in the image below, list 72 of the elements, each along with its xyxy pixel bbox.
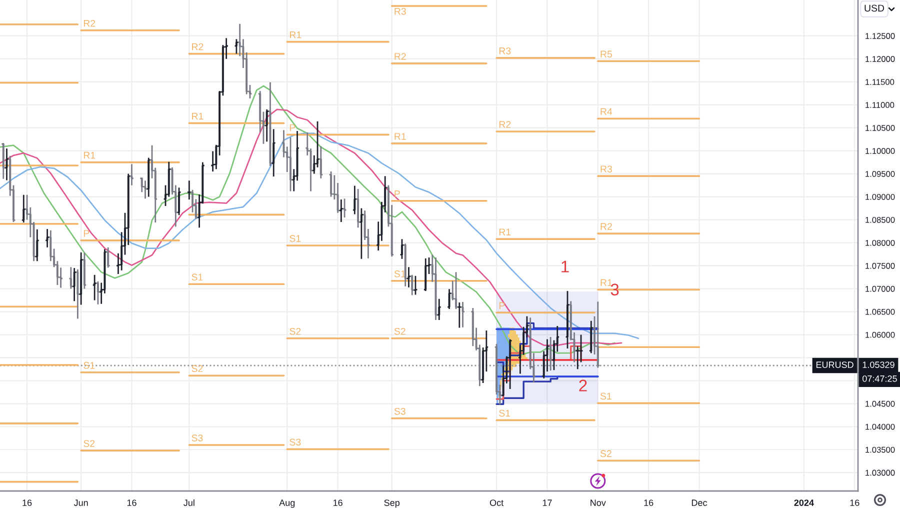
y-tick-label: 1.06000 — [866, 332, 895, 338]
y-tick-label: 1.06500 — [866, 308, 895, 315]
x-tick-label: Dec — [692, 500, 708, 506]
series-label: P — [394, 190, 400, 198]
y-tick-label: 1.03500 — [866, 446, 895, 453]
series-label: S2 — [600, 450, 612, 458]
y-tick-label: 1.04000 — [866, 424, 895, 430]
y-tick-label: 1.11000 — [866, 102, 894, 108]
x-tick-label: 16 — [333, 500, 342, 506]
y-tick-label: 1.08500 — [866, 216, 895, 223]
series-label: S2 — [84, 440, 95, 447]
series-label: S1 — [394, 270, 406, 278]
x-tick-label: 16 — [127, 500, 136, 506]
series-label: R2 — [394, 52, 406, 60]
series-label: R2 — [84, 20, 96, 27]
x-tick-label: 17 — [542, 500, 552, 506]
x-tick-label: Nov — [590, 500, 606, 506]
y-tick-label: 1.12000 — [866, 56, 895, 62]
series-label: S3 — [290, 438, 301, 446]
series-label: R1 — [84, 152, 96, 159]
y-tick-label: 1.07500 — [866, 262, 895, 269]
y-tick-label: 1.12500 — [866, 33, 895, 39]
series-label: R1 — [600, 279, 612, 286]
annotation: EURUSD — [816, 362, 854, 368]
ref-line-label: 1.05329 — [862, 362, 894, 368]
y-tick-label: 1.09000 — [866, 194, 895, 200]
series-label: R3 — [394, 8, 406, 15]
series-label: R1 — [192, 112, 204, 120]
x-tick-label: Sep — [384, 500, 400, 508]
series-label: R4 — [600, 108, 612, 115]
y-tick-label: 1.08000 — [866, 240, 895, 246]
series-label: R1 — [290, 31, 302, 38]
series-label: P — [290, 124, 296, 132]
series-label: R3 — [499, 47, 511, 54]
series-label: R2 — [192, 43, 204, 50]
series-label: S3 — [394, 408, 406, 415]
series-label: P — [84, 230, 90, 237]
series-label: S1 — [290, 235, 301, 242]
series-label: S2 — [394, 328, 406, 335]
annotation: 2 — [579, 380, 587, 392]
series-label: R1 — [499, 228, 511, 236]
series-label: R2 — [499, 121, 511, 128]
y-axis-title: USD — [864, 4, 884, 12]
series-label: S1 — [499, 410, 510, 417]
series-label: S2 — [192, 365, 203, 372]
series-label: P — [499, 302, 505, 309]
y-tick-label: 1.04500 — [866, 400, 895, 407]
y-tick-label: 1.10000 — [866, 148, 895, 154]
y-tick-label: 1.07000 — [866, 286, 895, 292]
text: 07:47:25 — [862, 375, 897, 382]
y-tick-label: 1.10500 — [866, 125, 895, 131]
x-tick-label: 16 — [644, 500, 654, 506]
x-tick-label: Aug — [279, 500, 295, 508]
series-label: S1 — [84, 362, 95, 369]
series-label: R3 — [600, 166, 612, 172]
annotation: 1 — [562, 260, 569, 272]
series-label: S1 — [600, 392, 612, 400]
series-label: R2 — [600, 223, 612, 230]
x-tick-label: 16 — [22, 500, 32, 506]
x-tick-label: Jul — [184, 499, 194, 506]
x-tick-label: 2024 — [794, 500, 814, 506]
y-tick-label: 1.03000 — [866, 470, 895, 476]
x-tick-label: Jun — [74, 500, 88, 506]
x-tick-label: Oct — [490, 500, 504, 506]
series-label: R1 — [394, 133, 406, 140]
series-label: S1 — [192, 274, 203, 281]
y-tick-label: 1.09500 — [866, 170, 895, 177]
y-tick-label: 1.11500 — [866, 79, 894, 85]
series-label: R5 — [600, 50, 612, 58]
series-label: S3 — [192, 434, 203, 442]
x-tick-label: 16 — [850, 500, 860, 506]
series-label: S2 — [290, 328, 301, 335]
